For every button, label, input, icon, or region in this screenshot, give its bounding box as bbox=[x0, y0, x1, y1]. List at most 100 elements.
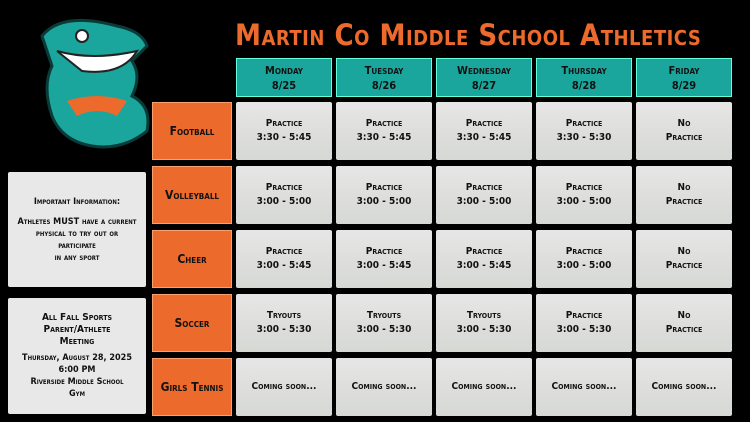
info-line: Meeting bbox=[59, 336, 95, 347]
schedule-cell: Coming soon... bbox=[236, 358, 332, 416]
day-name: Monday bbox=[265, 63, 303, 77]
cell-text: Coming soon... bbox=[551, 381, 617, 392]
schedule-cell: No Practice bbox=[636, 230, 732, 288]
cell-text: 3:00 - 5:30 bbox=[456, 324, 512, 335]
schedule-cell: Tryouts 3:00 - 5:30 bbox=[236, 294, 332, 352]
cell-text: Coming soon... bbox=[251, 381, 317, 392]
cell-text: 3:00 - 5:00 bbox=[556, 260, 612, 271]
schedule-cell: Practice 3:00 - 5:00 bbox=[336, 166, 432, 224]
schedule-cell: Practice 3:30 - 5:30 bbox=[536, 102, 632, 160]
cell-text: No bbox=[677, 310, 691, 321]
cell-text: Practice bbox=[465, 246, 503, 257]
schedule-cell: No Practice bbox=[636, 294, 732, 352]
cell-text: Practice bbox=[265, 246, 303, 257]
cell-text: Practice bbox=[665, 132, 703, 143]
schedule-cell: No Practice bbox=[636, 102, 732, 160]
cell-text: 3:00 - 5:00 bbox=[456, 196, 512, 207]
info-box: Important Information: Athletes MUST have… bbox=[8, 172, 146, 287]
logo bbox=[40, 18, 150, 149]
cell-text: 3:30 - 5:45 bbox=[456, 132, 512, 143]
sport-name: Cheer bbox=[177, 252, 207, 266]
cell-text: Practice bbox=[665, 196, 703, 207]
day-date: 8/25 bbox=[271, 78, 297, 92]
cell-text: 3:00 - 5:00 bbox=[256, 196, 312, 207]
schedule-cell: Tryouts 3:00 - 5:30 bbox=[336, 294, 432, 352]
schedule-cell: Tryouts 3:00 - 5:30 bbox=[436, 294, 532, 352]
sport-label: Cheer bbox=[152, 230, 232, 288]
sport-label: Football bbox=[152, 102, 232, 160]
cell-text: Practice bbox=[565, 118, 603, 129]
cell-text: 3:30 - 5:45 bbox=[256, 132, 312, 143]
schedule-cell: Coming soon... bbox=[436, 358, 532, 416]
day-name: Tuesday bbox=[364, 63, 404, 77]
schedule-cell: Practice 3:00 - 5:00 bbox=[236, 166, 332, 224]
schedule-cell: Practice 3:00 - 5:00 bbox=[536, 230, 632, 288]
cell-text: 3:00 - 5:30 bbox=[556, 324, 612, 335]
cell-text: Coming soon... bbox=[351, 381, 417, 392]
day-header: Tuesday 8/26 bbox=[336, 58, 432, 97]
info-line: participate bbox=[58, 240, 96, 251]
schedule-cell: No Practice bbox=[636, 166, 732, 224]
day-header: Wednesday 8/27 bbox=[436, 58, 532, 97]
schedule-cell: Practice 3:00 - 5:30 bbox=[536, 294, 632, 352]
info-line: Athletes MUST have a current bbox=[17, 216, 137, 227]
cell-text: Practice bbox=[665, 260, 703, 271]
info-line: Riverside Middle School bbox=[30, 377, 124, 387]
schedule-cell: Practice 3:00 - 5:00 bbox=[436, 166, 532, 224]
schedule-cell: Coming soon... bbox=[536, 358, 632, 416]
title: Martin Co Middle School Athletics bbox=[235, 18, 702, 52]
day-date: 8/29 bbox=[671, 78, 697, 92]
cell-text: 3:00 - 5:45 bbox=[456, 260, 512, 271]
cell-text: 3:00 - 5:00 bbox=[356, 196, 412, 207]
cell-text: No bbox=[677, 246, 691, 257]
cell-text: 3:00 - 5:30 bbox=[356, 324, 412, 335]
schedule-cell: Coming soon... bbox=[336, 358, 432, 416]
sport-label: Volleyball bbox=[152, 166, 232, 224]
cell-text: 3:00 - 5:45 bbox=[356, 260, 412, 271]
cell-text: Practice bbox=[465, 182, 503, 193]
cell-text: Tryouts bbox=[266, 310, 302, 321]
day-date: 8/28 bbox=[571, 78, 597, 92]
cell-text: Tryouts bbox=[366, 310, 402, 321]
cell-text: 3:00 - 5:00 bbox=[556, 196, 612, 207]
cell-text: Practice bbox=[365, 182, 403, 193]
cell-text: Practice bbox=[665, 324, 703, 335]
day-header: Friday 8/29 bbox=[636, 58, 732, 97]
day-header: Thursday 8/28 bbox=[536, 58, 632, 97]
sport-name: Soccer bbox=[174, 316, 210, 330]
info-line: All Fall Sports bbox=[41, 312, 113, 323]
info-line: Parent/Athlete bbox=[43, 324, 111, 335]
schedule-cell: Practice 3:00 - 5:00 bbox=[536, 166, 632, 224]
cell-text: 3:00 - 5:30 bbox=[256, 324, 312, 335]
schedule-cell: Practice 3:00 - 5:45 bbox=[336, 230, 432, 288]
schedule-cell: Practice 3:00 - 5:45 bbox=[236, 230, 332, 288]
cell-text: Practice bbox=[365, 118, 403, 129]
schedule-cell: Practice 3:30 - 5:45 bbox=[436, 102, 532, 160]
cell-text: Practice bbox=[265, 118, 303, 129]
cell-text: No bbox=[677, 118, 691, 129]
sport-label: Girls Tennis bbox=[152, 358, 232, 416]
sport-name: Volleyball bbox=[165, 188, 219, 202]
cell-text: No bbox=[677, 182, 691, 193]
sport-name: Girls Tennis bbox=[160, 380, 224, 394]
schedule-cell: Practice 3:30 - 5:45 bbox=[336, 102, 432, 160]
day-name: Friday bbox=[668, 63, 700, 77]
schedule-cell: Practice 3:00 - 5:45 bbox=[436, 230, 532, 288]
cell-text: 3:00 - 5:45 bbox=[256, 260, 312, 271]
schedule-cell: Practice 3:30 - 5:45 bbox=[236, 102, 332, 160]
cell-text: Practice bbox=[565, 182, 603, 193]
info-line: Important Information: bbox=[33, 196, 121, 207]
sport-name: Football bbox=[169, 124, 215, 138]
info-line: 6:00 PM bbox=[58, 365, 96, 375]
cell-text: Tryouts bbox=[466, 310, 502, 321]
sport-label: Soccer bbox=[152, 294, 232, 352]
day-name: Wednesday bbox=[457, 63, 511, 77]
cell-text: Practice bbox=[565, 246, 603, 257]
cell-text: Coming soon... bbox=[651, 381, 717, 392]
cell-text: Coming soon... bbox=[451, 381, 517, 392]
schedule-cell: Coming soon... bbox=[636, 358, 732, 416]
cell-text: 3:30 - 5:30 bbox=[556, 132, 612, 143]
cell-text: 3:30 - 5:45 bbox=[356, 132, 412, 143]
cell-text: Practice bbox=[265, 182, 303, 193]
